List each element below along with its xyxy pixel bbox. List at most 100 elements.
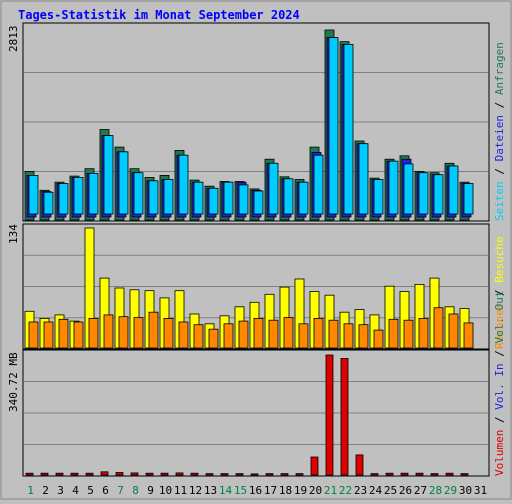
bar-volumen-day-11: [175, 472, 184, 476]
bar-rechner-day-26: [403, 319, 414, 349]
chart-title: Tages-Statistik im Monat September 2024: [18, 8, 300, 22]
bar-volumen-day-15: [235, 473, 244, 476]
bar-rechner-day-7: [118, 316, 129, 349]
bar-volumen-day-24: [370, 473, 379, 476]
bar-seiten-day-29: [448, 165, 459, 215]
bar-rechner-day-8: [133, 317, 144, 349]
x-tick-label-13: 13: [204, 484, 217, 497]
bar-seiten-day-8: [133, 172, 144, 215]
legend-seiten: Seiten: [493, 181, 506, 221]
bottom-ymax-label: 340.72 MB: [7, 352, 20, 412]
panel-middle-frame: [22, 223, 490, 350]
bar-volumen-day-3: [55, 472, 64, 476]
bar-seiten-day-18: [283, 178, 294, 215]
bar-volumen-day-21: [325, 354, 334, 476]
x-tick-label-1: 1: [27, 484, 34, 497]
bar-rechner-day-5: [88, 317, 99, 349]
bar-volumen-day-9: [145, 472, 154, 476]
panel-top-frame: [22, 22, 490, 222]
bar-rechner-day-29: [448, 313, 459, 349]
x-tick-label-10: 10: [159, 484, 172, 497]
x-tick-label-17: 17: [264, 484, 277, 497]
legend-anfragen: Anfragen: [493, 42, 506, 95]
bar-volumen-day-20: [310, 456, 319, 476]
x-tick-label-14: 14: [219, 484, 233, 497]
bar-rechner-day-30: [463, 322, 474, 349]
bar-volumen-day-4: [70, 472, 79, 476]
bar-seiten-day-21: [328, 37, 339, 215]
bar-seiten-day-10: [163, 179, 174, 215]
legend-volumen: Volumen: [493, 430, 506, 476]
x-tick-label-18: 18: [279, 484, 292, 497]
bar-rechner-day-9: [148, 311, 159, 349]
bar-rechner-day-22: [343, 323, 354, 349]
bar-seiten-day-27: [418, 172, 429, 215]
bar-volumen-day-10: [160, 472, 169, 476]
bar-seiten-day-12: [193, 181, 204, 215]
bar-volumen-day-8: [130, 472, 139, 476]
x-tick-label-28: 28: [429, 484, 442, 497]
bar-seiten-day-28: [433, 174, 444, 215]
bar-volumen-day-2: [40, 472, 49, 476]
bar-rechner-day-24: [373, 329, 384, 349]
legend-besuche: Besuche: [493, 236, 506, 282]
bar-rechner-day-27: [418, 317, 429, 349]
bar-volumen-day-30: [460, 473, 469, 476]
bar-volumen-day-22: [340, 357, 349, 476]
bar-seiten-day-2: [43, 191, 54, 215]
legend-dateien: Dateien: [493, 115, 506, 161]
bar-volumen-day-23: [355, 454, 364, 476]
bar-seiten-day-23: [358, 143, 369, 215]
top-ymax-label: 2813: [7, 26, 20, 53]
bar-rechner-day-16: [253, 317, 264, 349]
panel-bottom-frame: [22, 349, 490, 477]
bar-rechner-day-21: [328, 319, 339, 349]
bar-volumen-day-29: [445, 472, 454, 476]
x-tick-label-12: 12: [189, 484, 202, 497]
x-tick-label-6: 6: [102, 484, 109, 497]
x-tick-label-22: 22: [339, 484, 352, 497]
x-tick-label-27: 27: [414, 484, 427, 497]
x-tick-label-7: 7: [117, 484, 124, 497]
bar-rechner-day-11: [178, 321, 189, 349]
legend-bottom: Volumen / Vol. In / Vol. Out: [493, 291, 506, 476]
legend-rechner: Rechner: [493, 302, 506, 349]
legend-vol-in: Vol. In: [493, 363, 506, 409]
bar-rechner-day-18: [283, 317, 294, 349]
bar-seiten-day-15: [238, 184, 249, 215]
bar-seiten-day-26: [403, 163, 414, 215]
middle-ymax-label: 134: [7, 224, 20, 244]
bar-rechner-day-13: [208, 328, 219, 349]
bar-rechner-day-4: [73, 321, 84, 349]
x-tick-label-30: 30: [459, 484, 472, 497]
legend-middle: Rechner / Besuche: [493, 236, 506, 349]
legend-top: Seiten / Dateien / Anfragen: [493, 42, 506, 221]
bar-seiten-day-19: [298, 181, 309, 215]
bar-seiten-day-9: [148, 180, 159, 215]
bar-rechner-day-23: [358, 324, 369, 349]
bar-volumen-day-16: [250, 473, 259, 476]
bar-seiten-day-5: [88, 172, 99, 215]
bar-rechner-day-10: [163, 317, 174, 349]
x-tick-label-31: 31: [474, 484, 487, 497]
bar-volumen-day-18: [280, 473, 289, 476]
x-tick-label-26: 26: [399, 484, 412, 497]
bar-seiten-day-11: [178, 154, 189, 215]
bar-rechner-day-1: [28, 321, 39, 349]
bar-volumen-day-7: [115, 472, 124, 476]
bar-seiten-day-3: [58, 183, 69, 215]
bar-rechner-day-17: [268, 319, 279, 349]
bar-volumen-day-12: [190, 472, 199, 476]
bar-seiten-day-20: [313, 154, 324, 215]
bar-seiten-day-14: [223, 181, 234, 215]
bar-volumen-day-6: [100, 471, 109, 476]
x-tick-label-20: 20: [309, 484, 322, 497]
bar-rechner-day-12: [193, 324, 204, 349]
bar-rechner-day-28: [433, 307, 444, 349]
bar-rechner-day-19: [298, 323, 309, 349]
bar-rechner-day-15: [238, 320, 249, 349]
x-tick-label-8: 8: [132, 484, 139, 497]
bar-marks: [24, 29, 474, 476]
